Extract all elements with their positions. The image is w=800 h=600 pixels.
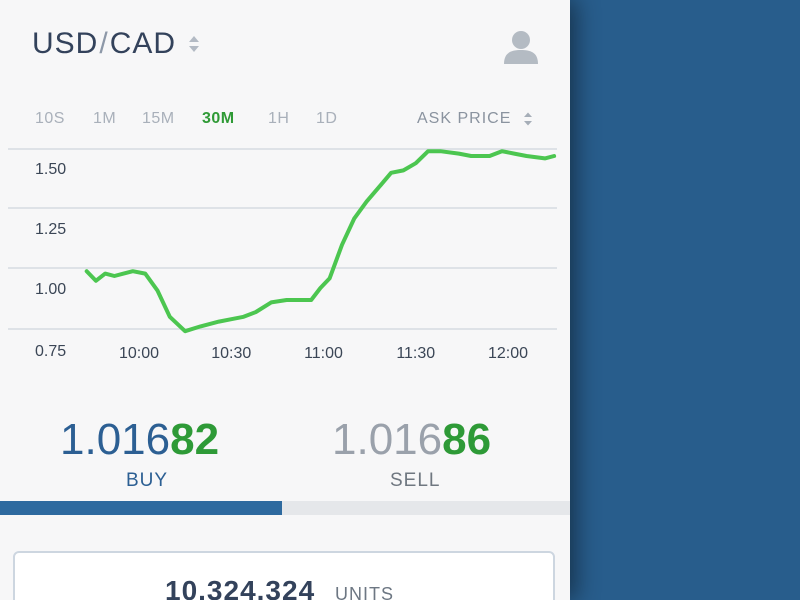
pair-separator: / <box>99 27 109 60</box>
tab-1d[interactable]: 1D <box>316 110 338 127</box>
tab-30m[interactable]: 30M <box>202 110 235 127</box>
y-tick-label: 1.00 <box>35 281 66 298</box>
x-tick-label: 12:00 <box>488 345 528 362</box>
sort-arrows-icon <box>524 112 533 126</box>
tab-15m[interactable]: 15M <box>142 110 175 127</box>
price-type-selector[interactable]: ASK PRICE <box>417 110 533 128</box>
sort-arrows-icon <box>189 36 200 52</box>
price-chart: 1.50 1.25 1.00 0.75 10:00 10:30 11:00 11:30 12:0… <box>8 148 557 362</box>
currency-pair-selector[interactable]: USD / CAD <box>32 27 200 61</box>
quote-currency: CAD <box>109 27 177 60</box>
buy-price-prefix: 1.016 <box>60 415 171 464</box>
tab-1m[interactable]: 1M <box>93 110 117 127</box>
user-icon[interactable] <box>502 30 540 64</box>
amount-field[interactable]: 10.324.324 UNITS <box>13 551 555 600</box>
tab-10s[interactable]: 10S <box>35 110 65 127</box>
trading-panel: USD / CAD 10S 1M 15M 30M 1H 1D ASK PRICE 1… <box>0 0 570 600</box>
buy-price[interactable]: 1.01682 <box>60 415 219 465</box>
amount-value: 10.324.324 <box>165 575 316 600</box>
amount-unit: UNITS <box>335 584 394 600</box>
x-tick-label: 10:30 <box>211 345 251 362</box>
y-tick-label: 1.25 <box>35 221 66 238</box>
price-series-line <box>84 149 557 334</box>
sell-price[interactable]: 1.01686 <box>332 415 491 465</box>
x-tick-label: 11:30 <box>396 345 435 362</box>
side-selection-bar <box>0 501 570 515</box>
x-tick-label: 11:00 <box>304 345 343 362</box>
base-currency: USD <box>32 27 99 60</box>
x-tick-label: 10:00 <box>119 345 159 362</box>
time-range-tabs: 10S 1M 15M 30M 1H 1D <box>0 110 570 134</box>
sell-price-prefix: 1.016 <box>332 415 443 464</box>
sell-tab[interactable]: SELL <box>390 470 441 491</box>
price-type-label: ASK PRICE <box>417 110 512 127</box>
sell-price-pips: 86 <box>442 415 492 464</box>
buy-price-pips: 82 <box>170 415 220 464</box>
tab-1h[interactable]: 1H <box>268 110 290 127</box>
y-tick-label: 0.75 <box>35 343 66 360</box>
selected-side-indicator <box>0 501 282 515</box>
buy-tab[interactable]: BUY <box>126 470 169 491</box>
y-tick-label: 1.50 <box>35 161 66 178</box>
